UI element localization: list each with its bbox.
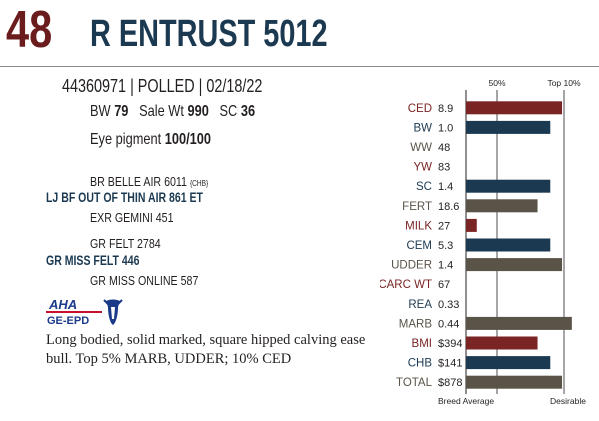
epd-bar — [466, 218, 477, 232]
epd-bar — [466, 101, 563, 115]
logo-line2: GE-EPD — [47, 315, 89, 327]
pedigree-dam-sire: GR FELT 2784 — [90, 236, 161, 251]
epd-bar — [466, 238, 551, 252]
lot-number: 48 — [6, 1, 53, 59]
epd-trait-label: BMI — [412, 338, 432, 350]
performance-stats: BW 79 Sale Wt 990 SC 36 — [90, 103, 255, 121]
epd-value: 0.44 — [438, 318, 459, 330]
sc-value: 36 — [240, 103, 256, 120]
pedigree-dam-dam: GR MISS ONLINE 587 — [90, 273, 199, 288]
epd-trait-label: WW — [410, 142, 432, 154]
epd-trait-label: CHB — [408, 358, 433, 370]
sire-sire-tag: {CHB} — [189, 179, 209, 188]
chart-label-breed-average: Breed Average — [438, 396, 494, 406]
sale-wt-value: 990 — [187, 103, 209, 120]
epd-bar — [466, 375, 563, 389]
epd-bar — [466, 316, 572, 330]
pedigree-sire: LJ BF OUT OF THIN AIR 861 ET — [46, 190, 203, 205]
eye-pigment-value: 100/100 — [164, 131, 211, 148]
eye-pigment-label: Eye pigment — [90, 131, 162, 148]
eye-pigment: Eye pigment 100/100 — [90, 131, 211, 149]
epd-value: 67 — [438, 279, 450, 291]
registration-line: 44360971 | POLLED | 02/18/22 — [62, 76, 263, 96]
epd-trait-label: CEM — [406, 240, 432, 252]
epd-trait-label: TOTAL — [396, 377, 433, 389]
epd-bar — [466, 120, 551, 134]
epd-chart: 50% Top 10% Breed Average Desirable CED 8.9 BW… — [380, 78, 586, 406]
chart-label-50: 50% — [488, 78, 505, 88]
epd-value: 1.4 — [438, 260, 453, 272]
chart-label-desirable: Desirable — [550, 396, 586, 406]
epd-value: 1.0 — [438, 122, 453, 134]
epd-value: $878 — [438, 377, 462, 389]
epd-value: $141 — [438, 358, 462, 370]
epd-trait-label: FERT — [402, 201, 432, 213]
sire-sire-name: BR BELLE AIR 6011 — [90, 174, 187, 189]
sc-label: SC — [219, 103, 238, 120]
epd-value: 48 — [438, 142, 450, 154]
epd-trait-label: REA — [408, 299, 432, 311]
epd-bar — [466, 258, 563, 272]
bull-name: R ENTRUST 5012 — [90, 13, 328, 55]
epd-value: 5.3 — [438, 240, 453, 252]
epd-trait-label: CED — [408, 103, 432, 115]
aha-ge-epd-logo: AHA GE-EPD — [46, 297, 123, 327]
epd-bar — [466, 336, 538, 350]
epd-bar — [466, 179, 551, 193]
epd-trait-label: MILK — [405, 220, 432, 232]
hereford-head-icon — [103, 299, 123, 325]
epd-trait-label: CARC WT — [380, 279, 432, 291]
epd-trait-label: UDDER — [391, 260, 432, 272]
chart-label-top10: Top 10% — [547, 78, 581, 88]
logo-line1: AHA — [48, 297, 77, 312]
epd-value: 8.9 — [438, 103, 453, 115]
epd-bar — [466, 356, 551, 370]
epd-trait-label: MARB — [399, 318, 433, 330]
epd-trait-label: BW — [413, 122, 432, 134]
pedigree-sire-sire: BR BELLE AIR 6011 {CHB} — [90, 174, 208, 189]
sale-wt-label: Sale Wt — [139, 103, 184, 120]
epd-value: $394 — [438, 338, 462, 350]
header-divider — [0, 66, 599, 67]
epd-trait-label: SC — [416, 181, 432, 193]
epd-value: 1.4 — [438, 181, 453, 193]
epd-bar — [466, 199, 538, 213]
bw-value: 79 — [114, 103, 129, 120]
bull-description: Long bodied, solid marked, square hipped… — [46, 332, 366, 367]
epd-trait-label: YW — [413, 162, 432, 174]
epd-value: 0.33 — [438, 299, 459, 311]
bw-label: BW — [90, 103, 111, 120]
pedigree-dam: GR MISS FELT 446 — [46, 253, 140, 268]
epd-value: 27 — [438, 220, 450, 232]
epd-value: 18.6 — [438, 201, 459, 213]
epd-value: 83 — [438, 162, 450, 174]
pedigree-sire-dam: EXR GEMINI 451 — [90, 210, 174, 225]
